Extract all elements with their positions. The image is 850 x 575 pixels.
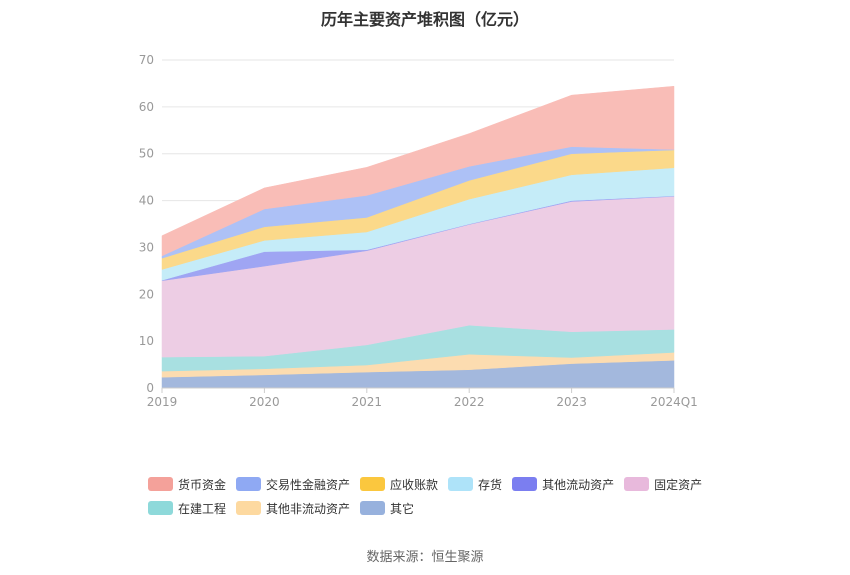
legend-label: 固定资产 — [654, 477, 703, 492]
legend-label: 其它 — [390, 501, 415, 516]
legend-swatch — [512, 477, 538, 491]
y-tick-label: 40 — [139, 194, 154, 208]
area-货币资金 — [161, 85, 675, 257]
legend-label: 其他流动资产 — [542, 477, 615, 492]
y-tick-label: 30 — [139, 240, 154, 254]
legend-swatch — [624, 477, 650, 491]
legend-swatch — [360, 477, 386, 491]
x-tick-label: 2021 — [352, 395, 383, 409]
legend-label: 交易性金融资产 — [266, 477, 351, 492]
legend-swatch — [236, 501, 262, 515]
legend-item[interactable]: 应收账款 — [360, 474, 438, 494]
legend-item[interactable]: 其它 — [360, 498, 414, 518]
legend-item[interactable]: 其他非流动资产 — [236, 498, 350, 518]
legend-swatch — [360, 501, 386, 515]
legend-swatch — [236, 477, 262, 491]
legend-swatch — [148, 501, 173, 515]
y-tick-label: 70 — [139, 53, 154, 67]
legend-swatch — [148, 477, 173, 491]
area-series — [161, 85, 675, 389]
y-tick-label: 10 — [139, 334, 154, 348]
x-tick-label: 2022 — [454, 395, 485, 409]
legend-item[interactable]: 在建工程 — [148, 498, 226, 518]
legend-label: 其他非流动资产 — [266, 501, 351, 516]
data-source-note: 数据来源：恒生聚源 — [366, 550, 484, 565]
legend-item[interactable]: 交易性金融资产 — [236, 474, 350, 494]
axes: 0 10 20 30 40 50 60 70 2019 2020 2021 2022 2023 2024Q… — [139, 53, 698, 409]
y-tick-label: 50 — [139, 147, 154, 161]
legend-label: 在建工程 — [178, 501, 227, 516]
legend: 货币资金 交易性金融资产 应收账款 存货 其他流动资产 固定资产在建工程 其他非流动资产 其它 — [148, 472, 728, 520]
legend-label: 存货 — [478, 477, 503, 492]
legend-item[interactable]: 其他流动资产 — [512, 474, 614, 494]
x-tick-label: 2023 — [556, 395, 587, 409]
chart-title: 历年主要资产堆积图（亿元） — [320, 10, 529, 29]
y-tick-label: 20 — [139, 287, 154, 301]
legend-item[interactable]: 存货 — [448, 474, 502, 494]
y-tick-label: 0 — [146, 381, 154, 395]
legend-label: 货币资金 — [178, 477, 227, 492]
x-tick-label: 2019 — [147, 395, 178, 409]
x-tick-label: 2024Q1 — [650, 395, 698, 409]
legend-item[interactable]: 固定资产 — [624, 474, 702, 494]
x-tick-label: 2020 — [249, 395, 280, 409]
legend-label: 应收账款 — [390, 477, 439, 492]
legend-swatch — [448, 477, 474, 491]
legend-item[interactable]: 货币资金 — [148, 474, 226, 494]
y-tick-label: 60 — [139, 100, 154, 114]
